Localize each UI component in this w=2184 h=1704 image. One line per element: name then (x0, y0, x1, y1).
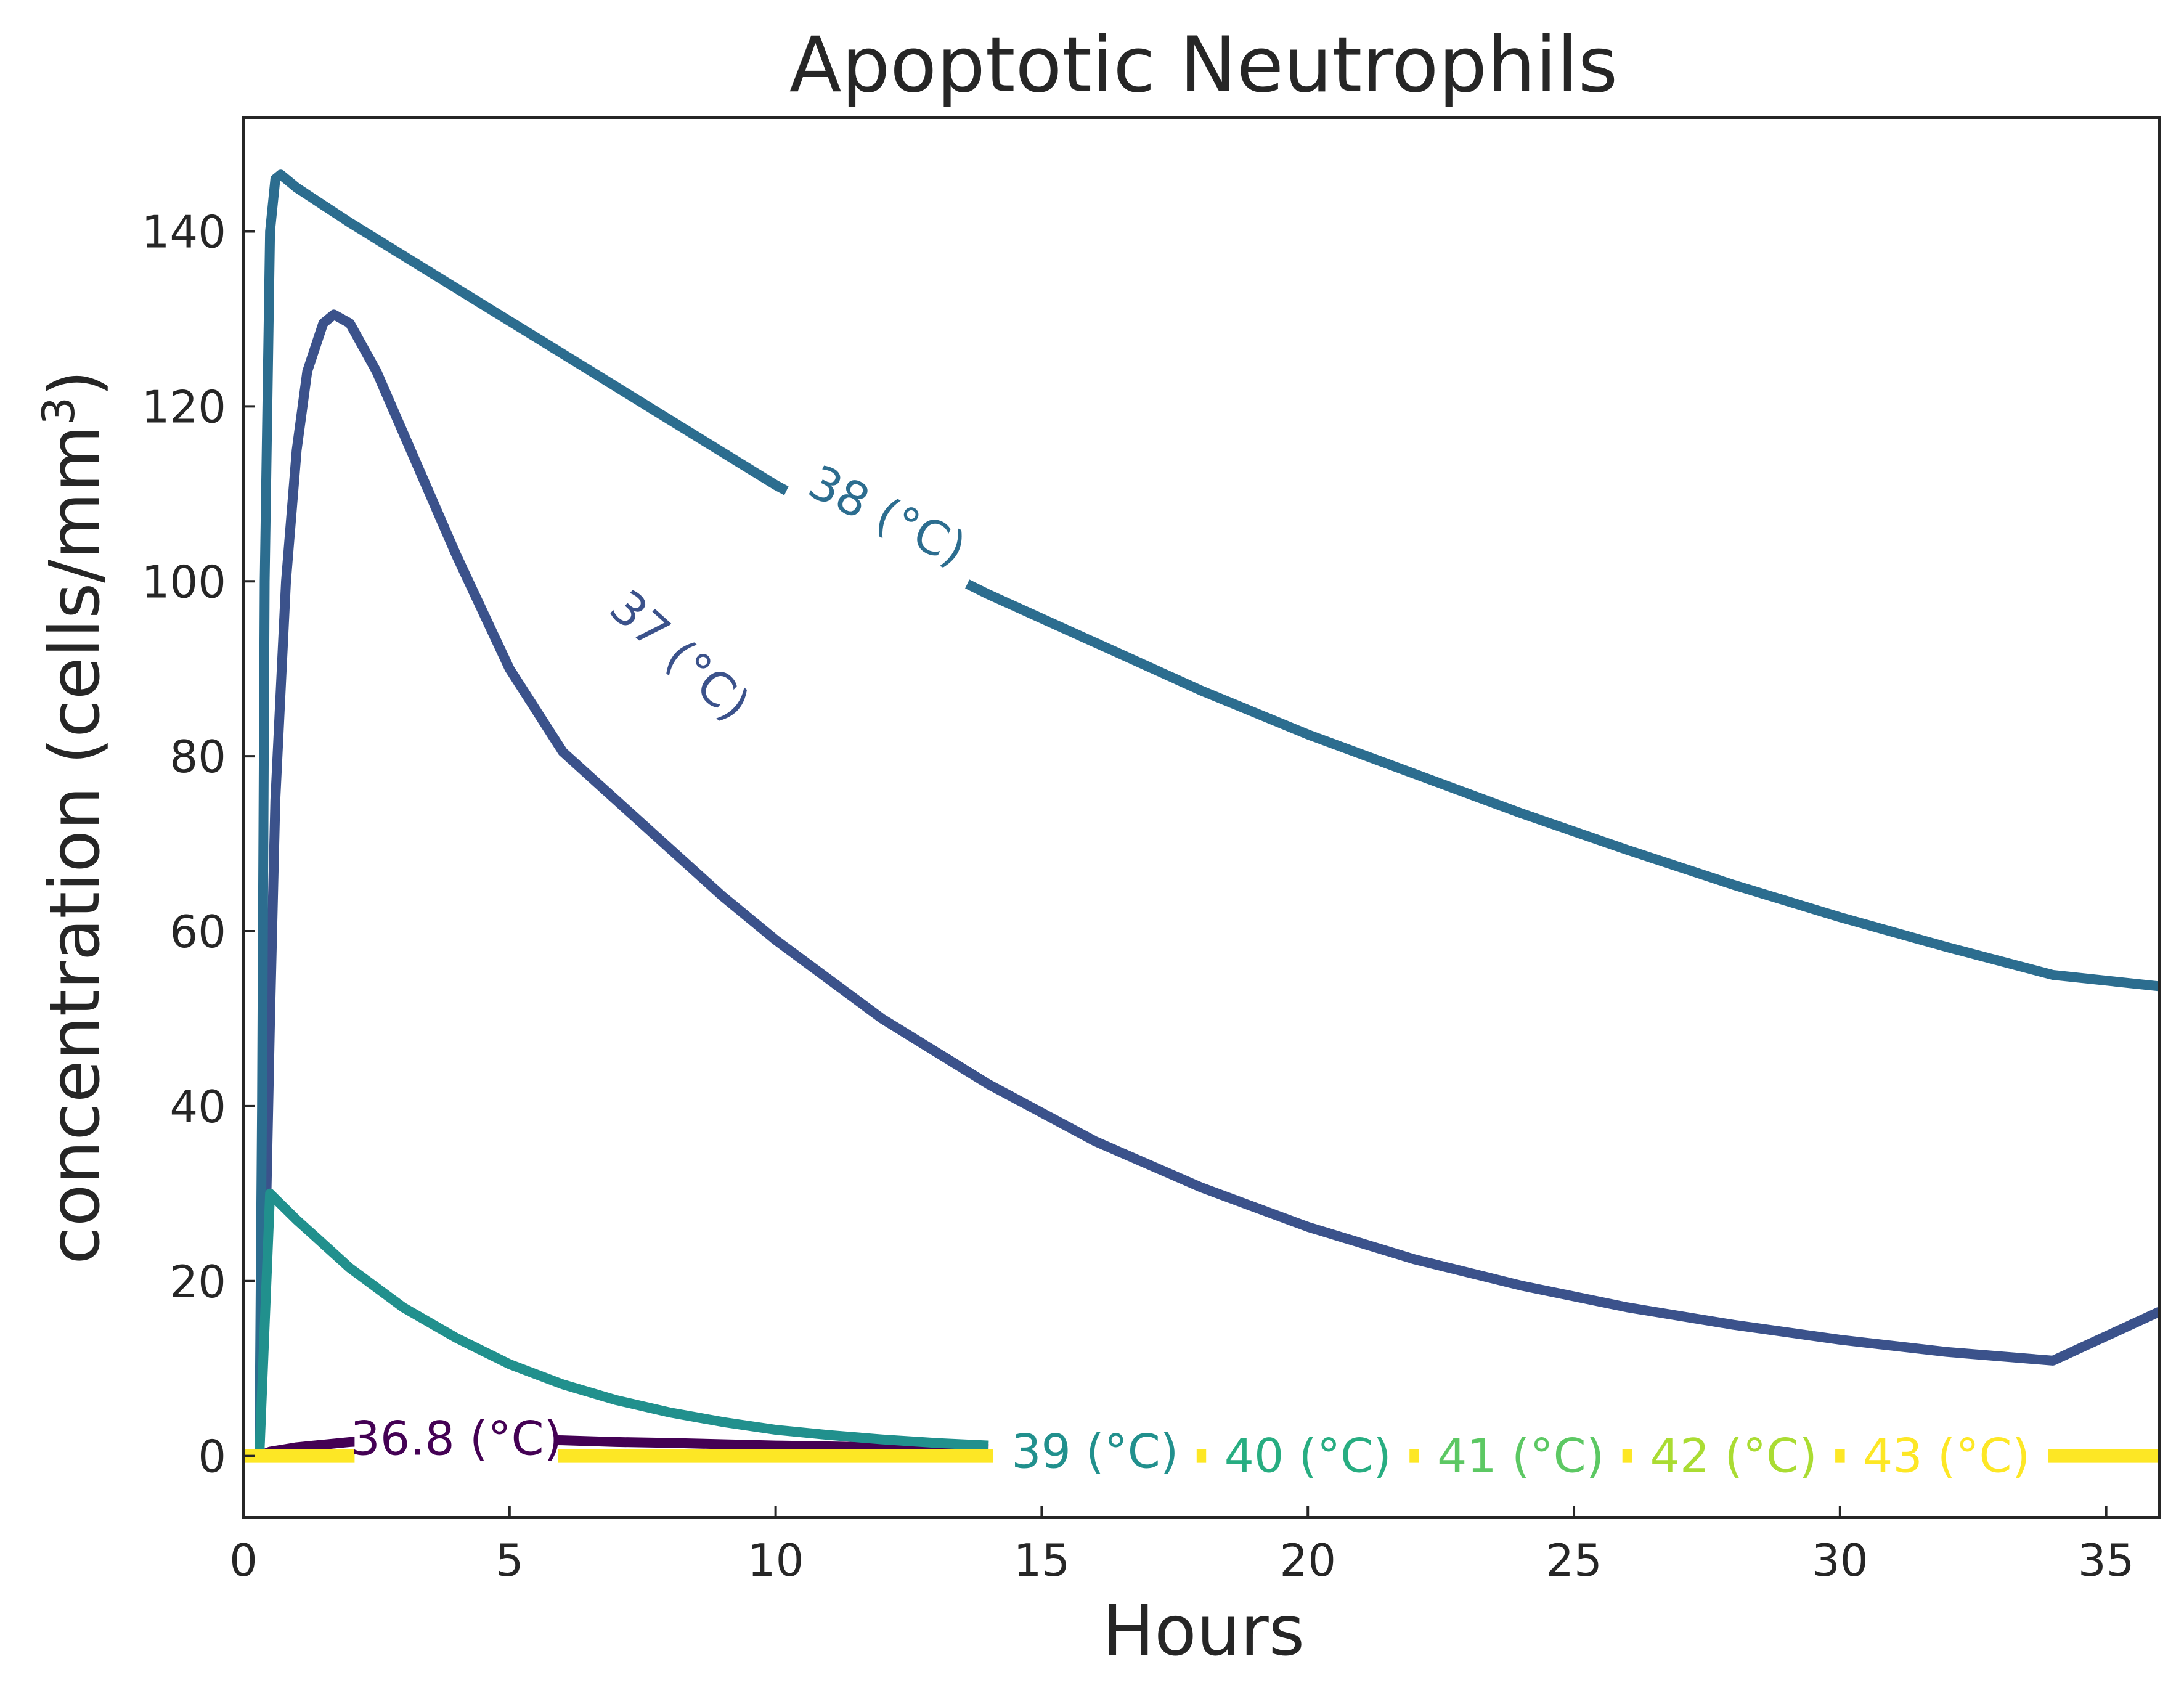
series-label-0: 36.8 (°C) (351, 1411, 563, 1466)
y-tick-label: 100 (142, 556, 226, 608)
x-tick-label: 30 (1812, 1535, 1868, 1586)
series-label-4: 40 (°C) (1224, 1429, 1391, 1483)
y-axis: 0 20 40 60 80 100 120 140 (142, 206, 255, 1483)
y-tick-label: 0 (198, 1431, 226, 1483)
y-tick-label: 60 (169, 906, 226, 958)
series-label-knockout-6 (1632, 1422, 1836, 1490)
series-label-knockout-7 (1844, 1422, 2048, 1490)
x-tick-label: 10 (748, 1535, 804, 1586)
series-label-7: 43 (°C) (1863, 1429, 2030, 1483)
series-label-knockout-1 (581, 562, 778, 749)
series-label-knockout-3 (993, 1417, 1197, 1486)
y-tick-label: 80 (169, 731, 226, 783)
series-label-group-6: 42 (°C) (1632, 1422, 1836, 1490)
series-label-knockout-2 (781, 441, 994, 591)
series-label-group-5: 41 (°C) (1419, 1422, 1623, 1490)
series-label-group-0: 36.8 (°C) (351, 1404, 563, 1473)
series-label-5: 41 (°C) (1437, 1429, 1604, 1483)
y-tick-label: 40 (169, 1081, 226, 1133)
y-axis-label-superscript: 3 (33, 397, 84, 425)
x-tick-label: 25 (1546, 1535, 1602, 1586)
y-tick-label: 120 (142, 381, 226, 433)
series-line-1 (243, 309, 2162, 1461)
series-label-knockout-5 (1419, 1422, 1623, 1490)
series-label-3: 39 (°C) (1011, 1424, 1178, 1479)
x-tick-label: 5 (495, 1535, 524, 1586)
x-axis-label: Hours (1102, 1591, 1305, 1671)
y-axis-label-main: concentration (cells/mm (35, 425, 115, 1265)
y-tick-label: 20 (169, 1256, 226, 1308)
plot-frame (242, 116, 2161, 1519)
series-label-knockout-4 (1206, 1422, 1410, 1490)
x-axis: 0 5 10 15 20 25 30 35 (229, 1506, 2134, 1586)
series-label-group-7: 43 (°C) (1844, 1422, 2048, 1490)
chart-title: Apoptotic Neutrophils (789, 21, 1618, 110)
series-label-group-4: 40 (°C) (1206, 1422, 1410, 1490)
y-axis-label: concentration (cells/mm3) (33, 370, 115, 1265)
series-line-3 (243, 1188, 989, 1461)
x-tick-label: 0 (229, 1535, 258, 1586)
y-tick-label: 140 (142, 206, 226, 258)
y-axis-label-close: ) (35, 370, 115, 397)
series-label-group-3: 39 (°C) (993, 1417, 1197, 1486)
x-tick-label: 35 (2078, 1535, 2135, 1586)
x-tick-label: 15 (1014, 1535, 1070, 1586)
series-label-knockout-0 (354, 1404, 558, 1473)
x-tick-label: 20 (1279, 1535, 1336, 1586)
series-label-6: 42 (°C) (1650, 1429, 1817, 1483)
